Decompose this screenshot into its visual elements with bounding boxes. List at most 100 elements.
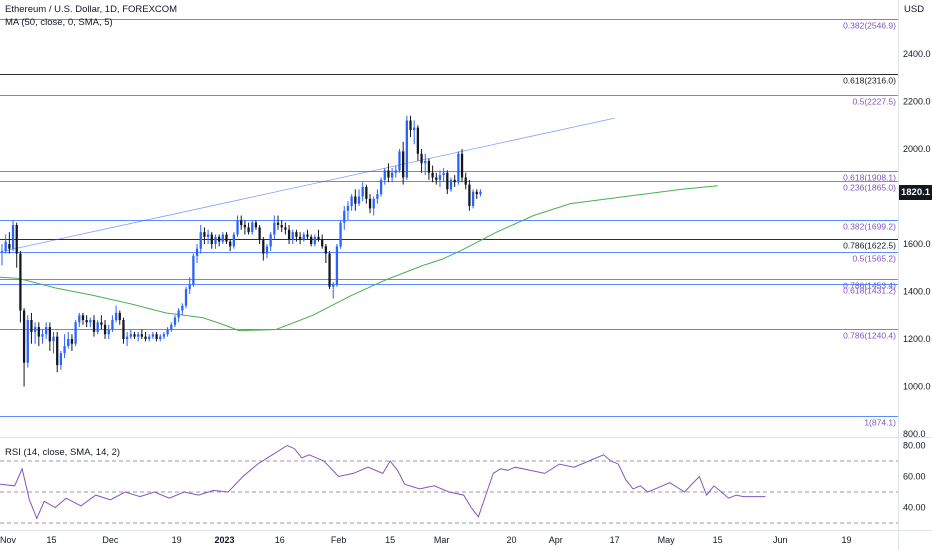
candle-body	[416, 127, 420, 154]
candle-body	[192, 255, 195, 285]
time-tick-label: 15	[47, 535, 57, 545]
trendline	[3, 117, 615, 252]
candle-body	[181, 305, 184, 311]
candle-body	[368, 198, 372, 209]
candle-body	[361, 187, 364, 197]
fib-level-label: 0.786(1240.4)	[843, 331, 896, 341]
candle-body	[100, 322, 103, 325]
time-tick-label: Dec	[102, 535, 119, 545]
candle-body	[328, 253, 331, 287]
candle-body	[206, 234, 210, 237]
candle-body	[81, 315, 85, 320]
candle-body	[122, 320, 125, 339]
candle-body	[475, 191, 478, 195]
candle-body	[354, 196, 357, 204]
candle-body	[199, 232, 202, 249]
candle-body	[394, 170, 397, 173]
candle-body	[96, 322, 99, 332]
candle-body	[170, 324, 173, 330]
candle-body	[52, 336, 55, 342]
chart-title: Ethereum / U.S. Dollar, 1D, FOREXCOM	[5, 4, 178, 15]
candle-body	[210, 234, 213, 244]
rsi-panel	[0, 444, 898, 524]
candle-body	[78, 315, 81, 323]
rsi-line	[0, 444, 766, 520]
candle-body	[177, 310, 180, 318]
time-tick-label: Mar	[434, 535, 450, 545]
price-tick-label: 2400.0	[903, 49, 931, 59]
candle-body	[103, 324, 107, 335]
candle-body	[195, 248, 199, 256]
candle-body	[148, 336, 151, 339]
candle-body	[376, 194, 379, 199]
candle-body	[265, 246, 269, 254]
candle-body	[273, 222, 276, 235]
fib-level-label: 0.786(1453.4)	[843, 281, 896, 291]
price-tick-label: 2200.0	[903, 97, 931, 107]
candle-body	[468, 184, 471, 206]
candle-body	[413, 127, 416, 130]
candle-body	[424, 160, 427, 164]
candle-body	[405, 120, 408, 178]
candle-body	[37, 327, 40, 337]
fib-level-label: 0.382(1699.2)	[843, 222, 896, 232]
candle-body	[438, 175, 442, 180]
candle-body	[471, 191, 475, 206]
candle-body	[379, 179, 383, 195]
candle-body	[457, 153, 460, 183]
candle-body	[284, 227, 287, 230]
time-tick-label: Apr	[549, 535, 563, 545]
fib-level-label: 0.618(1431.2)	[843, 286, 896, 296]
candle-body	[19, 253, 22, 311]
price-tick-label: 1400.0	[903, 287, 931, 297]
candle-body	[435, 177, 438, 180]
candle-body	[306, 234, 309, 237]
candle-body	[387, 170, 390, 178]
candle-body	[254, 222, 258, 228]
candle-body	[310, 236, 313, 244]
candle-body	[217, 236, 221, 242]
price-tick-label: 800.0	[903, 429, 926, 439]
candle-body	[427, 160, 431, 173]
candle-body	[70, 339, 74, 344]
candle-body	[365, 187, 368, 199]
candle-body	[236, 220, 239, 235]
candle-body	[383, 170, 386, 180]
candle-body	[240, 220, 243, 225]
candle-body	[317, 236, 320, 240]
candle-body	[232, 234, 236, 247]
candle-body	[390, 172, 394, 178]
candle-body	[151, 334, 155, 337]
time-tick-label: 17	[610, 535, 620, 545]
time-tick-label: 15	[713, 535, 723, 545]
candle-body	[402, 151, 405, 178]
candle-body	[4, 241, 7, 252]
ma-indicator-label: MA (50, close, 0, SMA, 5)	[5, 17, 113, 28]
candle-body	[321, 239, 324, 247]
last-price-badge: 1820.1	[899, 185, 932, 200]
candle-body	[409, 120, 412, 130]
candle-body	[133, 334, 136, 337]
candle-body	[114, 312, 118, 320]
candle-body	[298, 236, 302, 240]
fib-level-label: 1(874.1)	[864, 418, 896, 428]
trendline-ascending	[3, 117, 615, 252]
currency-label: USD	[904, 4, 925, 15]
candle-body	[166, 329, 169, 335]
candle-body	[56, 336, 59, 366]
candle-body	[258, 227, 261, 240]
candle-body	[251, 222, 254, 233]
candle-body	[295, 232, 298, 237]
candle-body	[92, 320, 96, 332]
time-tick-label: 19	[172, 535, 182, 545]
price-tick-label: 2000.0	[903, 144, 931, 154]
candle-body	[313, 236, 316, 244]
time-tick-label: 2023	[214, 535, 234, 545]
candle-body	[335, 246, 339, 285]
fib-level-label: 0.236(1865.0)	[843, 183, 896, 193]
candle-body	[33, 327, 37, 332]
candle-body	[350, 196, 353, 206]
candle-body	[188, 284, 191, 290]
candle-body	[140, 334, 143, 337]
candle-body	[302, 234, 305, 240]
